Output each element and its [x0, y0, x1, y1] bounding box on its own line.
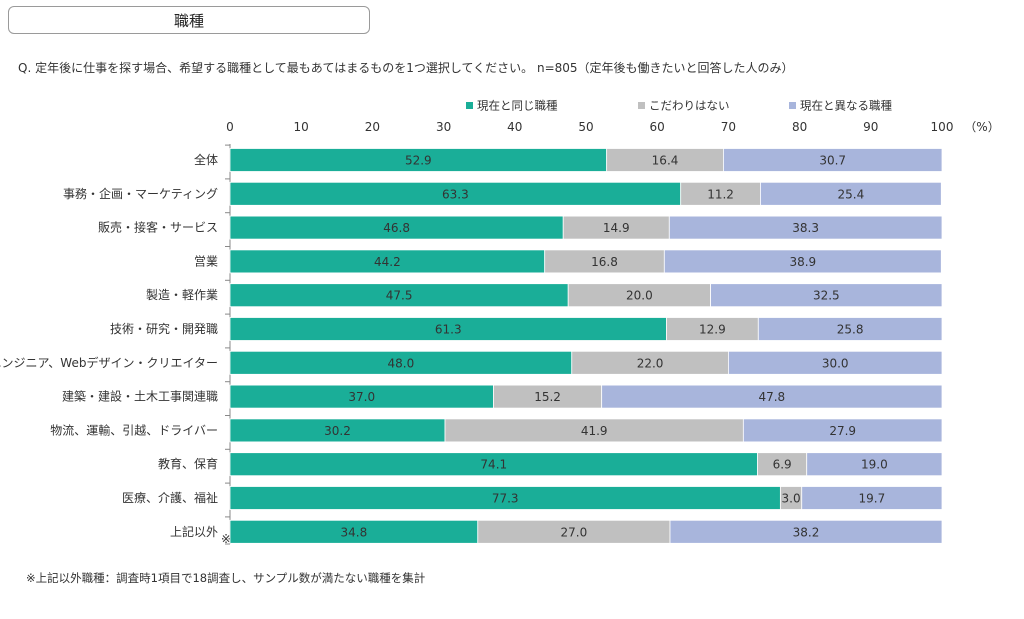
data-label: 38.2 [793, 525, 820, 539]
data-label: 19.0 [861, 458, 888, 472]
x-tick-label: 0 [226, 120, 234, 134]
bar-segment [723, 148, 943, 172]
data-label: 48.0 [388, 356, 415, 370]
legend-swatch [466, 102, 473, 109]
data-label: 44.2 [374, 255, 401, 269]
bar-segment [663, 249, 942, 274]
data-label: 16.4 [652, 154, 679, 168]
category-label: 医療、介護、福祉 [122, 490, 218, 505]
data-label: 30.0 [822, 356, 849, 370]
question-text: Q. 定年後に仕事を探す場合、希望する職種として最もあてはまるものを1つ選択して… [18, 61, 794, 75]
data-label: 25.4 [838, 187, 865, 201]
category-label: 上記以外 [170, 524, 218, 539]
data-label: 46.8 [383, 221, 410, 235]
data-label: 38.9 [789, 255, 816, 269]
data-label: 15.2 [534, 390, 561, 404]
data-label: 27.0 [561, 525, 588, 539]
x-tick-label: 100 [931, 120, 954, 134]
data-label: 14.9 [603, 221, 630, 235]
category-label: 全体 [194, 152, 218, 167]
x-tick-label: 90 [863, 120, 878, 134]
category-label: 物流、運輸、引越、ドライバー [50, 422, 218, 437]
x-tick-label: 10 [294, 120, 309, 134]
legend-swatch [638, 102, 645, 109]
x-tick-label: 30 [436, 120, 451, 134]
data-label: 11.2 [707, 187, 734, 201]
data-label: 30.2 [324, 424, 351, 438]
category-label: 教育、保育 [158, 456, 218, 471]
legend-label: こだわりはない [649, 99, 730, 113]
data-label: 41.9 [581, 424, 608, 438]
category-note: ※ [221, 532, 231, 546]
data-label: 20.0 [626, 289, 653, 303]
data-label: 27.9 [829, 424, 856, 438]
data-label: 19.7 [859, 492, 886, 506]
data-label: 38.3 [792, 221, 819, 235]
legend-label: 現在と同じ職種 [477, 99, 558, 113]
bar-segment [801, 486, 943, 510]
x-tick-label: 80 [792, 120, 807, 134]
data-label: 37.0 [348, 390, 375, 404]
data-label: 74.1 [480, 458, 507, 472]
data-label: 47.8 [758, 390, 785, 404]
bar-segment [806, 452, 943, 477]
category-label: 建築・建設・土木工事関連職 [62, 389, 218, 404]
x-tick-label: 50 [578, 120, 593, 134]
bar-segment [742, 418, 943, 443]
category-label: 技術・研究・開発職 [110, 321, 218, 336]
data-label: 22.0 [637, 356, 664, 370]
data-label: 6.9 [773, 458, 792, 472]
bar-segment [710, 283, 943, 308]
legend-swatch [789, 102, 796, 109]
bar-segment [669, 519, 943, 544]
bar-segment [601, 384, 943, 409]
category-label: 営業 [194, 254, 218, 268]
bar-segment [757, 317, 943, 341]
data-label: 77.3 [492, 492, 519, 506]
x-tick-label: 20 [365, 120, 380, 134]
data-label: 52.9 [405, 154, 432, 168]
x-tick-label: 40 [507, 120, 522, 134]
data-label: 25.8 [837, 323, 864, 337]
x-tick-label: 70 [721, 120, 736, 134]
bar-segment [668, 215, 943, 240]
data-label: 34.8 [341, 525, 368, 539]
category-label: 事務・企画・マーケティング [63, 186, 218, 201]
category-label: 製造・軽作業 [146, 288, 218, 302]
data-label: 12.9 [699, 323, 726, 337]
category-label: 販売・接客・サービス [98, 220, 218, 235]
data-label: 32.5 [813, 289, 840, 303]
bar-segment [760, 181, 942, 206]
footnote: ※上記以外職種：調査時1項目で18調査し、サンプル数が満たない職種を集計 [26, 571, 426, 585]
x-tick-label: 60 [650, 120, 665, 134]
category-label: IT・エンジニア、Webデザイン・クリエイター [0, 355, 218, 370]
data-label: 16.8 [591, 255, 618, 269]
data-label: 47.5 [386, 289, 413, 303]
bar-segment [728, 350, 943, 375]
data-label: 61.3 [435, 323, 462, 337]
unit-label: （%） [964, 120, 999, 134]
data-label: 3.0 [782, 492, 801, 506]
legend-label: 現在と異なる職種 [800, 99, 892, 113]
data-label: 63.3 [442, 187, 469, 201]
data-label: 30.7 [819, 154, 846, 168]
page-title: 職種 [8, 6, 370, 34]
